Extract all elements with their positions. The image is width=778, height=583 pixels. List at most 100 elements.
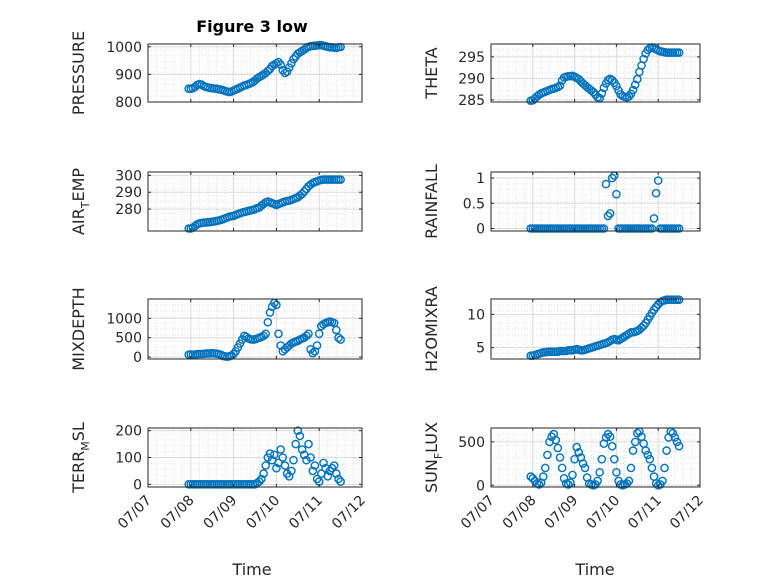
axes-box bbox=[490, 298, 701, 360]
y-tick-label: 500 bbox=[115, 331, 142, 347]
subplot-5: 0 500 1000 MIXDEPTH bbox=[69, 287, 363, 371]
data-point bbox=[603, 429, 613, 439]
x-tick-label: 07/12 bbox=[329, 493, 369, 533]
data-series bbox=[526, 427, 684, 490]
subplot-6: 5 10 H2OMIXRA bbox=[422, 286, 701, 372]
data-point bbox=[607, 441, 617, 451]
y-tick-label: 300 bbox=[115, 168, 142, 184]
y-axis-label: H2OMIXRA bbox=[422, 286, 441, 372]
x-tick-label: 07/12 bbox=[667, 493, 707, 533]
data-point bbox=[658, 476, 667, 486]
data-point bbox=[539, 472, 548, 481]
data-point bbox=[541, 463, 550, 473]
data-point bbox=[284, 471, 294, 481]
subplot-1: 800 900 1000 PRESSURE bbox=[69, 31, 363, 115]
data-point bbox=[308, 348, 318, 358]
x-tick-label: 07/08 bbox=[158, 493, 198, 533]
y-tick-label: 100 bbox=[115, 451, 142, 467]
data-point bbox=[559, 473, 569, 483]
data-point bbox=[269, 450, 279, 460]
data-point bbox=[607, 173, 617, 183]
data-point bbox=[276, 445, 286, 454]
data-series bbox=[184, 426, 345, 489]
data-point bbox=[628, 85, 638, 95]
y-tick-label: 1000 bbox=[106, 311, 142, 327]
y-axis-label: SUNFLUX bbox=[422, 422, 445, 493]
data-point bbox=[334, 333, 343, 343]
data-point bbox=[323, 471, 333, 481]
data-series bbox=[184, 175, 345, 233]
data-point bbox=[278, 453, 288, 462]
data-point bbox=[593, 476, 602, 486]
data-series bbox=[526, 43, 684, 105]
data-point bbox=[312, 474, 322, 484]
data-point bbox=[568, 470, 577, 480]
y-axis-label: MIXDEPTH bbox=[69, 287, 88, 370]
data-point bbox=[321, 463, 330, 473]
data-point bbox=[624, 476, 634, 486]
data-point bbox=[280, 68, 290, 78]
data-point bbox=[672, 437, 682, 447]
data-point bbox=[272, 463, 281, 473]
x-tick-label: 07/07 bbox=[115, 493, 155, 533]
data-point bbox=[641, 446, 651, 455]
data-point bbox=[254, 477, 264, 486]
data-point bbox=[314, 329, 324, 339]
y-axis-label: PRESSURE bbox=[69, 31, 88, 115]
data-point bbox=[261, 329, 271, 339]
y-tick-label: 1000 bbox=[106, 40, 142, 56]
data-point bbox=[310, 461, 320, 470]
x-tick-label: 07/10 bbox=[583, 493, 623, 533]
data-point bbox=[595, 467, 605, 477]
subplot-8: 07/07 07/08 07/09 07/10 07/11 07/12 0 500 SUNFLU… bbox=[422, 422, 707, 532]
data-point bbox=[674, 441, 684, 451]
data-point bbox=[626, 463, 636, 473]
data-point bbox=[263, 66, 273, 76]
data-point bbox=[557, 463, 567, 473]
axes-box bbox=[490, 171, 701, 232]
x-tick-label: 07/08 bbox=[500, 493, 540, 533]
data-point bbox=[304, 439, 313, 449]
data-point bbox=[651, 188, 661, 198]
x-tick-label: 07/09 bbox=[201, 493, 241, 533]
data-point bbox=[291, 439, 301, 449]
data-point bbox=[551, 435, 561, 445]
data-point bbox=[287, 466, 296, 476]
y-tick-label: 290 bbox=[115, 185, 142, 201]
data-point bbox=[605, 432, 615, 442]
data-point bbox=[331, 469, 341, 478]
data-point bbox=[336, 335, 345, 344]
data-point bbox=[329, 461, 339, 470]
y-tick-label: 800 bbox=[115, 95, 142, 111]
data-series bbox=[184, 40, 345, 97]
data-point bbox=[282, 67, 292, 76]
data-point bbox=[674, 295, 684, 305]
data-point bbox=[599, 83, 609, 93]
data-point bbox=[304, 329, 313, 339]
y-tick-label: 500 bbox=[458, 435, 485, 451]
data-point bbox=[662, 446, 671, 455]
plot-area bbox=[148, 299, 362, 359]
y-tick-label: 280 bbox=[115, 202, 142, 218]
axes-box bbox=[147, 298, 363, 360]
data-point bbox=[674, 224, 684, 233]
y-axis-label: RAINFALL bbox=[422, 164, 441, 239]
data-point bbox=[564, 480, 573, 489]
data-point bbox=[261, 461, 271, 470]
y-tick-label: 5 bbox=[476, 341, 485, 357]
plot-area bbox=[148, 172, 362, 231]
data-point bbox=[601, 179, 611, 189]
data-point bbox=[331, 325, 341, 335]
data-point bbox=[259, 469, 268, 478]
x-tick-label: 07/09 bbox=[542, 493, 582, 533]
data-point bbox=[589, 87, 598, 97]
data-point bbox=[572, 442, 582, 452]
data-point bbox=[295, 431, 305, 441]
data-point bbox=[628, 446, 638, 455]
x-tick-label: 07/11 bbox=[625, 493, 665, 533]
data-point bbox=[287, 59, 296, 68]
data-point bbox=[566, 478, 575, 488]
